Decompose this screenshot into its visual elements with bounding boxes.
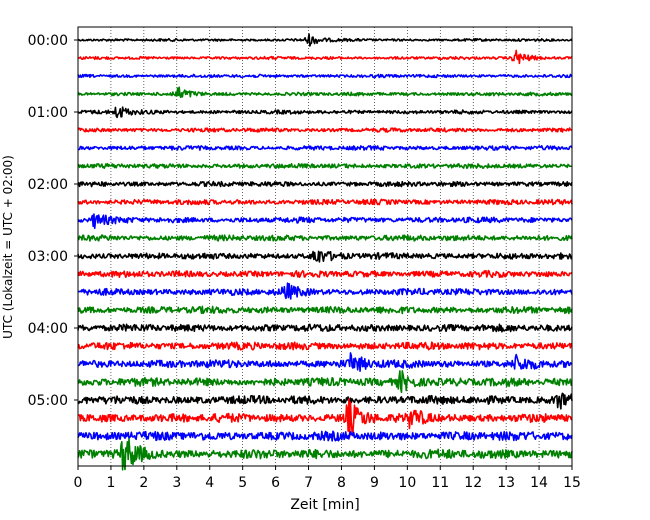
x-tick-label: 13	[497, 475, 515, 491]
x-axis-title: Zeit [min]	[290, 497, 359, 513]
y-tick-label: 02:00	[28, 177, 68, 193]
trace-15	[77, 305, 573, 315]
grid-layer	[110, 27, 540, 466]
trace-8	[77, 180, 573, 188]
x-tick-label: 5	[238, 475, 247, 491]
y-axis: 00:00 01:00 02:00 03:00 04:00 05:00	[28, 33, 78, 409]
y-tick-label: 04:00	[28, 321, 68, 337]
trace-17	[77, 341, 573, 351]
trace-9	[77, 198, 573, 206]
trace-12	[77, 250, 573, 263]
trace-10	[77, 213, 573, 230]
trace-5	[77, 127, 573, 133]
x-tick-label: 10	[398, 475, 416, 491]
trace-14	[77, 282, 573, 300]
trace-21	[77, 398, 573, 438]
trace-1	[77, 49, 573, 65]
trace-6	[77, 145, 573, 151]
y-tick-label: 03:00	[28, 249, 68, 265]
trace-2	[77, 73, 573, 79]
x-tick-label: 7	[304, 475, 313, 491]
x-tick-label: 14	[530, 475, 548, 491]
x-axis: 0 1 2 3 4 5 6 7 8 9 10 11 12 13 14 15	[74, 466, 581, 491]
y-tick-label: 05:00	[28, 393, 68, 409]
trace-0	[77, 33, 573, 47]
trace-3	[77, 86, 573, 99]
trace-13	[77, 269, 573, 279]
trace-18	[77, 352, 573, 372]
trace-22	[77, 430, 573, 442]
x-tick-label: 0	[74, 475, 83, 491]
trace-11	[77, 234, 573, 242]
trace-19	[77, 370, 573, 394]
trace-16	[77, 323, 573, 333]
x-tick-label: 2	[139, 475, 148, 491]
x-tick-label: 15	[563, 475, 581, 491]
x-tick-label: 4	[205, 475, 214, 491]
x-tick-label: 8	[337, 475, 346, 491]
traces-layer	[77, 33, 573, 471]
trace-7	[77, 162, 573, 170]
y-tick-label: 01:00	[28, 105, 68, 121]
x-tick-label: 11	[431, 475, 449, 491]
y-axis-title: UTC (Lokalzeit = UTC + 02:00)	[1, 155, 15, 339]
x-tick-label: 1	[106, 475, 115, 491]
x-tick-label: 9	[370, 475, 379, 491]
x-tick-label: 3	[172, 475, 181, 491]
y-tick-label: 00:00	[28, 33, 68, 49]
trace-23	[77, 438, 573, 471]
x-tick-label: 12	[464, 475, 482, 491]
trace-4	[77, 106, 573, 119]
plot-frame	[77, 26, 573, 467]
trace-20	[77, 392, 573, 410]
x-tick-label: 6	[271, 475, 280, 491]
